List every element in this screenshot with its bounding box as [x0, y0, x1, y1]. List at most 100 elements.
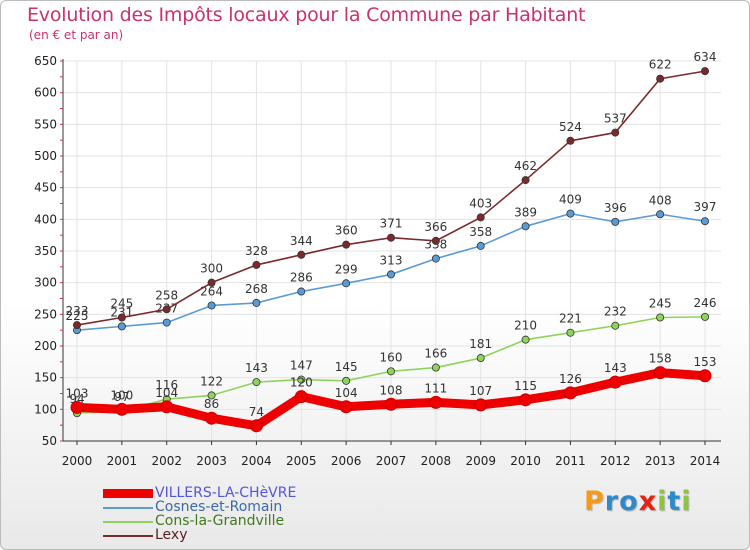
- data-point: [566, 209, 575, 218]
- data-label: 409: [559, 193, 582, 207]
- x-tick-label: 2008: [421, 454, 452, 468]
- data-label: 462: [514, 159, 537, 173]
- data-label: 408: [649, 193, 672, 207]
- data-point: [701, 217, 710, 226]
- data-label: 100: [110, 388, 133, 402]
- logo-letter: P: [584, 486, 605, 517]
- x-tick-label: 2003: [196, 454, 227, 468]
- data-label: 111: [424, 381, 447, 395]
- data-label: 524: [559, 120, 582, 134]
- y-tick-label: 650: [34, 54, 57, 68]
- data-label: 358: [469, 225, 492, 239]
- data-point: [566, 328, 575, 337]
- data-label: 403: [469, 196, 492, 210]
- x-tick-label: 2007: [376, 454, 407, 468]
- data-label: 344: [290, 234, 313, 248]
- data-point: [252, 298, 261, 307]
- data-label: 120: [290, 376, 313, 390]
- data-label: 371: [380, 217, 403, 231]
- data-point: [70, 400, 84, 414]
- data-label: 268: [245, 282, 268, 296]
- x-tick-label: 2014: [690, 454, 721, 468]
- data-point: [611, 321, 620, 330]
- data-point: [474, 398, 488, 412]
- data-label: 86: [204, 397, 219, 411]
- data-point: [431, 363, 440, 372]
- data-label: 143: [245, 361, 268, 375]
- x-tick-label: 2013: [645, 454, 676, 468]
- data-label: 160: [380, 350, 403, 364]
- data-label: 264: [200, 284, 223, 298]
- data-label: 397: [694, 200, 717, 214]
- data-point: [207, 278, 216, 287]
- data-label: 286: [290, 271, 313, 285]
- legend-label: VILLERS-LA-CHèVRE: [155, 485, 297, 501]
- data-label: 245: [110, 297, 133, 311]
- data-label: 97: [114, 390, 129, 404]
- data-label: 103: [66, 386, 89, 400]
- data-label: 181: [469, 337, 492, 351]
- legend-label: Lexy: [155, 527, 188, 543]
- data-label: 145: [335, 360, 358, 374]
- data-label: 300: [200, 262, 223, 276]
- data-label: 116: [155, 378, 178, 392]
- legend-swatch: [103, 535, 153, 537]
- data-point: [297, 287, 306, 296]
- data-label: 622: [649, 58, 672, 72]
- data-label: 104: [155, 386, 178, 400]
- data-point: [476, 213, 485, 222]
- data-label: 126: [559, 372, 582, 386]
- x-tick-label: 2009: [465, 454, 496, 468]
- legend-swatch: [103, 507, 153, 509]
- data-point: [611, 217, 620, 226]
- y-tick-label: 250: [34, 307, 57, 321]
- y-tick-label: 550: [34, 117, 57, 131]
- data-point: [386, 233, 395, 242]
- data-point: [297, 250, 306, 259]
- legend-label: Cosnes-et-Romain: [155, 499, 283, 515]
- logo-letter: r: [604, 486, 620, 517]
- data-point: [701, 312, 710, 321]
- data-point: [521, 222, 530, 231]
- data-point: [342, 279, 351, 288]
- data-label: 360: [335, 224, 358, 238]
- data-label: 366: [424, 220, 447, 234]
- data-point: [294, 390, 308, 404]
- data-point: [117, 322, 126, 331]
- y-tick-label: 300: [34, 276, 57, 290]
- data-point: [563, 386, 577, 400]
- data-label: 166: [424, 347, 447, 361]
- data-point: [656, 74, 665, 83]
- data-label: 143: [604, 361, 627, 375]
- data-label: 313: [380, 253, 403, 267]
- chart-subtitle: (en € et par an): [29, 28, 124, 42]
- data-point: [249, 419, 263, 433]
- legend-label: Cons-la-Grandville: [155, 513, 285, 529]
- legend-swatch: [103, 489, 153, 498]
- y-tick-label: 400: [34, 212, 57, 226]
- y-tick-label: 350: [34, 244, 57, 258]
- data-point: [339, 400, 353, 414]
- x-tick-label: 2001: [107, 454, 138, 468]
- logo-letter: o: [619, 486, 639, 517]
- y-tick-label: 600: [34, 86, 57, 100]
- data-point: [252, 378, 261, 387]
- data-label: 147: [290, 359, 313, 373]
- data-label: 245: [649, 297, 672, 311]
- y-tick-label: 500: [34, 149, 57, 163]
- data-point: [608, 375, 622, 389]
- data-label: 225: [66, 309, 89, 323]
- data-label: 232: [604, 305, 627, 319]
- x-tick-label: 2004: [241, 454, 272, 468]
- data-label: 210: [514, 319, 537, 333]
- data-label: 74: [249, 405, 264, 419]
- data-label: 396: [604, 201, 627, 215]
- data-label: 537: [604, 112, 627, 126]
- data-label: 389: [514, 205, 537, 219]
- data-point: [521, 176, 530, 185]
- x-tick-label: 2006: [331, 454, 362, 468]
- data-point: [519, 393, 533, 407]
- data-label: 221: [559, 312, 582, 326]
- data-label: 299: [335, 262, 358, 276]
- data-label: 122: [200, 374, 223, 388]
